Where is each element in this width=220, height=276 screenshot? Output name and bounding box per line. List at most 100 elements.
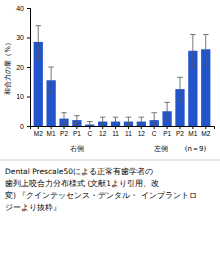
error-bar-cap [177, 77, 183, 78]
error-bar-cap [100, 126, 106, 127]
x-tick-label: P1 [73, 130, 81, 137]
y-tick: 0 [20, 123, 30, 130]
x-tick: P2 [60, 126, 68, 137]
x-tick: 12 [99, 126, 107, 137]
error-bar-cap [151, 112, 157, 113]
caption-line: 変) 『クインテッセンス・デンタル・ インプラントロ [5, 191, 197, 200]
x-tick-mark [76, 126, 77, 129]
y-tick: 10 [16, 93, 30, 100]
y-tick: 30 [16, 34, 30, 41]
x-tick-mark [141, 126, 142, 129]
x-tick: M1 [188, 126, 197, 137]
x-axis: M2 M1 P2 P1 C 12 11 11 12 C P1 P2 M1 M2 [31, 126, 215, 137]
error-bar-stem [205, 35, 206, 65]
error-bar-cap [48, 93, 54, 94]
y-tick-label: 30 [16, 34, 24, 41]
error-bar [100, 117, 106, 126]
x-tick-label: P2 [176, 130, 184, 137]
x-tick-mark [179, 126, 180, 129]
y-axis: 0 10 20 30 40 [16, 5, 30, 130]
x-tick-label: 12 [99, 130, 107, 137]
x-axis-line [31, 127, 215, 130]
error-bar [113, 117, 119, 126]
error-bar-cap [61, 112, 67, 113]
error-bar-cap [48, 67, 54, 68]
error-bar-stem [141, 117, 142, 126]
x-tick-mark [205, 126, 206, 129]
error-bar-cap [164, 120, 170, 121]
x-tick: M2 [34, 126, 43, 137]
marks [34, 26, 211, 126]
error-bar-cap [113, 117, 119, 118]
error-bar [126, 117, 132, 126]
y-tick: 20 [16, 64, 30, 71]
x-tick-label: M1 [188, 130, 197, 137]
error-bar-cap [87, 121, 93, 122]
x-tick-label: P1 [163, 130, 171, 137]
error-bar-cap [190, 34, 196, 35]
y-tick-label: 40 [16, 5, 24, 12]
caption-line: 歯列上咬合力分布様式 (文献1より引用、改 [5, 179, 159, 188]
y-tick-label: 20 [16, 64, 24, 71]
x-tick-label: M2 [34, 130, 43, 137]
error-bar-cap [126, 117, 132, 118]
x-tick-label: 11 [125, 130, 132, 137]
error-bar-cap [139, 117, 145, 118]
annotation: 右側 [70, 145, 84, 153]
error-bar-cap [35, 25, 41, 26]
x-tick-label: C [87, 130, 92, 137]
x-tick-mark [154, 126, 155, 129]
error-bar [35, 26, 41, 58]
error-bar-stem [38, 26, 39, 58]
error-bar-stem [102, 117, 103, 126]
error-bar [164, 102, 170, 120]
y-tick-mark [27, 67, 30, 68]
error-bar-stem [128, 117, 129, 126]
caption-line: Dental Prescale50による正常有歯学者の [5, 167, 153, 176]
x-tick: M2 [201, 126, 210, 137]
x-tick: C [87, 126, 92, 137]
x-tick-label: M1 [47, 130, 56, 137]
x-tick-mark [128, 126, 129, 129]
error-bar-cap [190, 67, 196, 68]
y-tick-mark [27, 126, 30, 127]
x-tick-mark [167, 126, 168, 129]
plot: 0 10 20 30 40 M2 M1 P2 P1 C 12 11 11 12 C P1 P2 M1 M2 [16, 5, 214, 137]
x-tick-mark [89, 126, 90, 129]
annotation: 左側 [154, 145, 168, 153]
x-tick-mark [192, 126, 193, 129]
y-tick-mark [27, 8, 30, 9]
error-bar-stem [89, 122, 90, 126]
x-tick: 11 [112, 126, 119, 137]
x-tick-mark [102, 126, 103, 129]
x-tick: 12 [138, 126, 146, 137]
error-bar-cap [164, 102, 170, 103]
error-bar-stem [179, 77, 180, 101]
y-tick-label: 0 [20, 123, 24, 130]
x-tick: C [152, 126, 157, 137]
error-bar [177, 77, 183, 101]
error-bar-cap [139, 126, 145, 127]
error-bar-cap [126, 126, 132, 127]
x-tick: M1 [47, 126, 56, 137]
error-bar-cap [113, 126, 119, 127]
error-bar-stem [154, 113, 155, 126]
x-tick-mark [115, 126, 116, 129]
error-bar [74, 116, 80, 125]
error-bar-cap [100, 117, 106, 118]
y-tick: 40 [16, 5, 30, 12]
y-axis-line [27, 9, 31, 127]
annotation: (n＝9) [185, 145, 207, 153]
error-bar [87, 122, 93, 126]
y-axis-title: 和合力の量（%） [4, 39, 12, 95]
error-bar-stem [51, 67, 52, 94]
error-bar-cap [35, 58, 41, 59]
error-bar-stem [115, 117, 116, 126]
y-tick-mark [27, 38, 30, 39]
x-tick-mark [51, 126, 52, 129]
separator [0, 160, 220, 161]
error-bar [61, 113, 67, 125]
x-tick: P1 [163, 126, 171, 137]
error-bar [139, 117, 145, 126]
x-tick-label: M2 [201, 130, 210, 137]
